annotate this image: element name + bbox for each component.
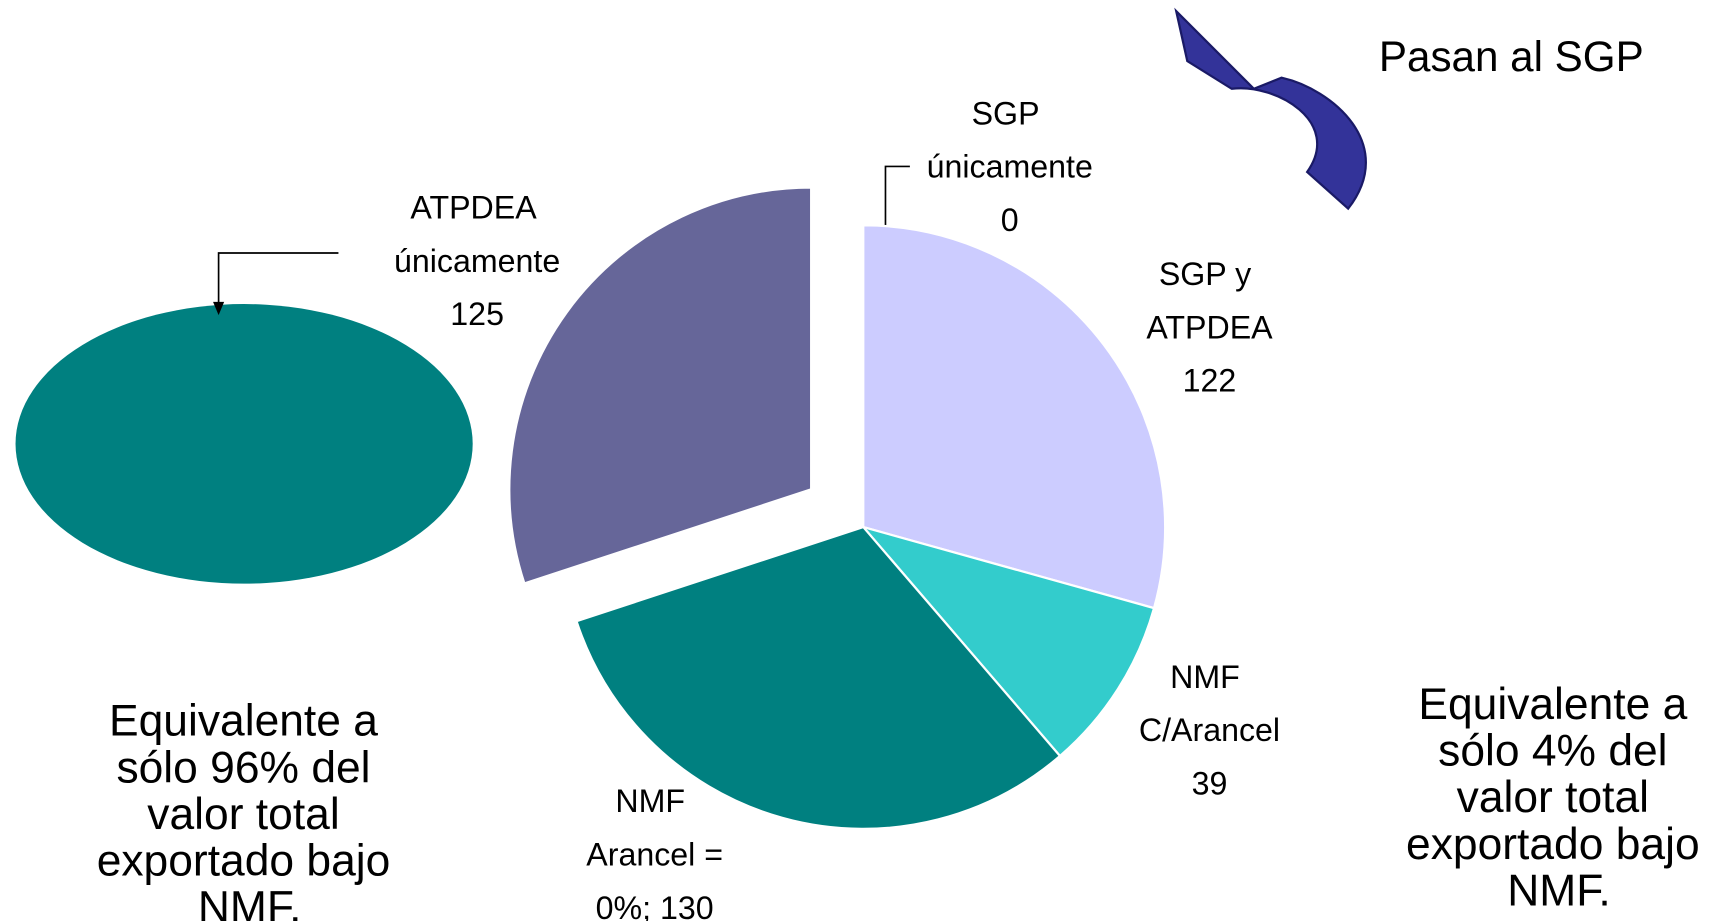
slice-label-line: Arancel =: [586, 837, 723, 873]
pie-slice: [508, 186, 813, 585]
leader-arrowhead: [213, 301, 225, 316]
value-label: 0: [1001, 202, 1019, 238]
leader-line: [217, 252, 339, 306]
annotation: Pasan al SGP: [1379, 33, 1644, 80]
slice-label-line: ATPDEA: [1146, 309, 1273, 345]
slice-label-line: SGP: [972, 95, 1048, 131]
curved-arrow: [1174, 7, 1367, 211]
annotation-line: valor total: [147, 790, 352, 839]
annotation-line: exportado bajo: [97, 836, 403, 885]
value-label: 39: [1192, 765, 1228, 801]
slice-label: ATPDEA únicamente: [394, 190, 560, 279]
slice-label-line: únicamente: [394, 243, 560, 279]
annotation-line: sólo 4% del: [1438, 727, 1680, 776]
slice-label: SGP y ATPDEA: [1146, 256, 1273, 345]
secondary-ellipse: [15, 304, 473, 584]
annotation-line: NMF.: [1507, 866, 1611, 915]
leader-line: [884, 165, 910, 228]
pie-slice: [860, 525, 1156, 758]
value-label: 0%; 130: [596, 890, 714, 921]
annotation-line: Equivalente a: [109, 697, 390, 746]
slice-label: NMF C/Arancel: [1139, 659, 1280, 748]
slice-label-line: ATPDEA: [410, 190, 543, 226]
value-label: 125: [450, 296, 504, 332]
annotation-line: exportado bajo: [1406, 820, 1712, 869]
slice-label-line: NMF: [1170, 659, 1249, 695]
slice-label: NMF Arancel =: [586, 783, 723, 872]
annotation-line: Equivalente a: [1418, 680, 1699, 729]
slice-label-line: únicamente: [927, 149, 1093, 185]
slice-label-line: C/Arancel: [1139, 712, 1280, 748]
slice-label: SGP únicamente: [927, 95, 1093, 184]
annotation: Equivalente a sólo 96% del valor total e…: [97, 697, 403, 921]
annotation-line: sólo 96% del: [116, 743, 382, 792]
annotation-line: NMF.: [198, 883, 302, 921]
annotation: Equivalente a sólo 4% del valor total ex…: [1406, 680, 1712, 915]
annotation-line: valor total: [1457, 773, 1662, 822]
value-label: 122: [1183, 363, 1237, 399]
pie-slice: [575, 525, 1062, 830]
slice-label-line: SGP y: [1159, 256, 1260, 292]
pie-slice: [862, 224, 1167, 610]
slice-label-line: NMF: [615, 783, 694, 819]
